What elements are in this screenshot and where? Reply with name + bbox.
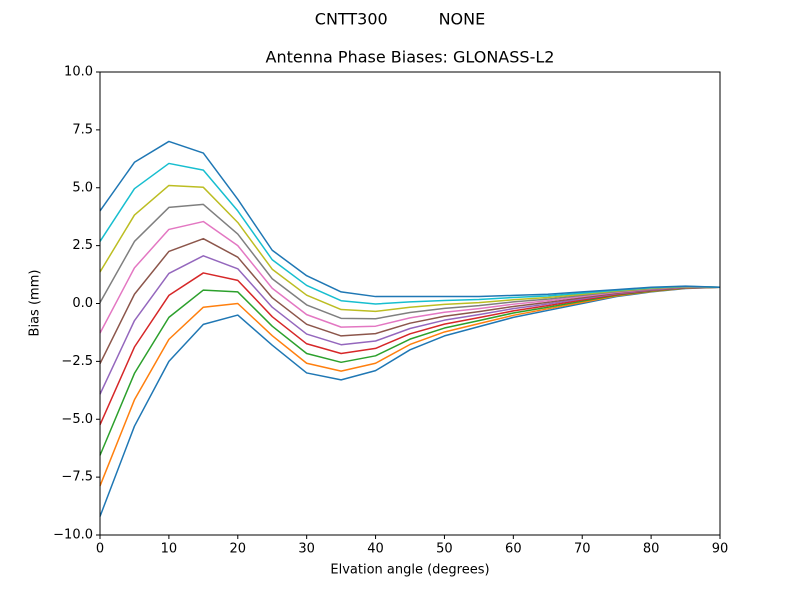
x-tick-label: 50 [436, 542, 453, 557]
y-tick-label: 2.5 [72, 238, 93, 253]
series-line [99, 286, 721, 517]
axes-frame [99, 71, 721, 536]
suptitle: CNTT300 NONE [315, 10, 485, 29]
x-axis-label: Elvation angle (degrees) [330, 563, 489, 578]
y-tick-label: −10.0 [53, 528, 93, 543]
x-tick-label: 30 [298, 542, 315, 557]
y-tick-label: 5.0 [72, 180, 93, 195]
y-tick-label: 0.0 [72, 296, 93, 311]
x-tick-label: 40 [367, 542, 384, 557]
x-tick-label: 10 [161, 542, 178, 557]
y-tick-label: −2.5 [61, 354, 93, 369]
series-line [99, 255, 721, 395]
y-tick-label: −7.5 [61, 470, 93, 485]
x-tick-label: 20 [230, 542, 247, 557]
y-tick-label: −5.0 [61, 412, 93, 427]
x-tick-label: 60 [505, 542, 522, 557]
x-tick-label: 0 [96, 542, 104, 557]
y-tick-label: 7.5 [72, 122, 93, 137]
series-line [99, 162, 721, 305]
x-tick-label: 90 [712, 542, 729, 557]
x-tick-label: 80 [643, 542, 660, 557]
y-axis-label: Bias (mm) [28, 270, 43, 337]
chart-title: Antenna Phase Biases: GLONASS-L2 [266, 48, 555, 67]
x-tick-label: 70 [574, 542, 591, 557]
plot-area [99, 140, 721, 517]
series-line [99, 140, 721, 298]
y-tick-label: 10.0 [64, 65, 93, 80]
